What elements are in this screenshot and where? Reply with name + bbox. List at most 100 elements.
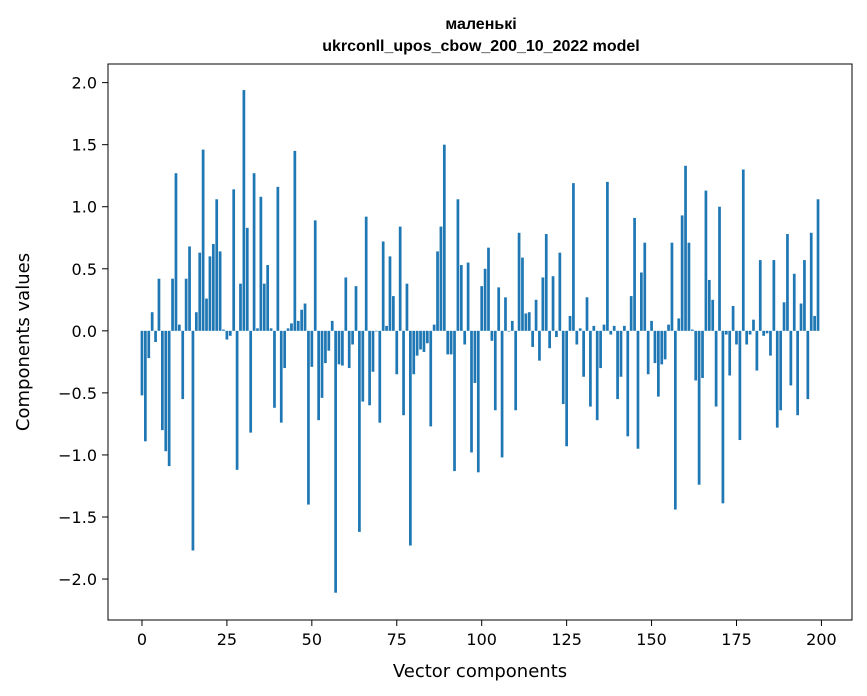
plot-frame [107, 63, 853, 621]
x-tick-label: 25 [217, 630, 237, 649]
bar-138 [609, 330, 613, 335]
bar-193 [796, 330, 799, 416]
bar-69 [375, 330, 378, 332]
bar-40 [276, 186, 280, 331]
y-tick-label: −1.5 [58, 508, 97, 527]
bar-194 [799, 303, 803, 331]
bar-57 [334, 330, 337, 593]
x-tick-label: 175 [721, 630, 752, 649]
bar-38 [269, 328, 273, 331]
bar-167 [707, 279, 711, 331]
bar-30 [242, 90, 246, 331]
bar-60 [344, 277, 348, 331]
bar-116 [534, 299, 538, 331]
bar-20 [208, 256, 212, 331]
bar-22 [215, 199, 219, 331]
bar-43 [286, 328, 290, 331]
bar-28 [235, 330, 239, 470]
bar-17 [198, 252, 202, 331]
bar-160 [684, 165, 687, 331]
bar-189 [782, 302, 786, 331]
bar-121 [551, 276, 555, 331]
bar-46 [296, 320, 300, 331]
bar-11 [177, 324, 181, 331]
y-tick-label: 2.0 [72, 74, 97, 93]
bar-187 [775, 330, 779, 428]
bar-112 [521, 257, 524, 331]
bar-175 [735, 330, 738, 345]
bar-31 [245, 227, 249, 331]
bar-126 [568, 315, 572, 331]
bar-61 [347, 330, 351, 369]
x-tick-label: 0 [137, 630, 147, 649]
bar-91 [449, 330, 453, 355]
bar-142 [623, 325, 626, 331]
bar-8 [167, 330, 171, 467]
bar-37 [266, 265, 270, 331]
bar-95 [463, 330, 467, 345]
bar-166 [704, 190, 708, 331]
bar-122 [555, 330, 558, 338]
bar-186 [772, 260, 776, 331]
bar-79 [409, 330, 412, 546]
x-axis-label: Vector components [393, 661, 567, 682]
bar-123 [558, 252, 562, 331]
x-tick-label: 150 [636, 630, 667, 649]
bar-198 [813, 315, 816, 331]
bar-59 [341, 330, 344, 366]
bar-168 [711, 299, 715, 331]
bar-32 [249, 330, 253, 433]
bar-86 [432, 324, 436, 331]
bar-157 [673, 330, 677, 510]
bar-115 [531, 330, 535, 347]
y-tick-label: 1.5 [72, 136, 97, 155]
bar-185 [769, 330, 772, 356]
bar-67 [368, 330, 371, 406]
bar-136 [602, 324, 606, 331]
bar-65 [361, 330, 365, 402]
bar-173 [728, 330, 732, 376]
bar-199 [816, 199, 820, 331]
bar-177 [741, 169, 745, 331]
bar-140 [616, 330, 619, 400]
bar-81 [415, 330, 419, 356]
x-tick-label: 75 [387, 630, 407, 649]
bar-70 [378, 330, 382, 423]
bar-73 [388, 256, 392, 331]
bar-100 [480, 286, 484, 331]
bar-97 [470, 330, 473, 453]
bar-119 [544, 234, 548, 331]
bar-52 [317, 330, 320, 421]
bar-56 [330, 320, 334, 331]
bar-156 [670, 242, 674, 331]
bar-111 [517, 232, 521, 331]
bar-29 [239, 283, 242, 331]
bar-5 [157, 278, 161, 331]
bar-163 [694, 330, 698, 381]
y-tick-label: −0.5 [58, 384, 97, 403]
bar-94 [459, 265, 463, 331]
bar-85 [429, 330, 433, 427]
bar-1 [144, 330, 147, 442]
y-tick-label: −2.0 [58, 570, 97, 589]
bar-180 [752, 319, 755, 331]
bar-128 [575, 330, 579, 345]
bar-164 [697, 330, 701, 485]
bar-190 [786, 234, 789, 331]
bar-23 [218, 251, 222, 331]
bar-12 [181, 330, 185, 400]
bar-21 [211, 243, 215, 331]
bar-101 [483, 268, 487, 331]
bar-54 [324, 330, 327, 364]
y-axis-label: Components values [13, 253, 34, 431]
bar-143 [626, 330, 630, 437]
bar-7 [164, 330, 168, 452]
bar-42 [283, 330, 287, 369]
bar-120 [548, 330, 551, 349]
bar-145 [633, 217, 636, 331]
bar-2 [147, 330, 151, 359]
bar-6 [161, 330, 164, 431]
bar-195 [803, 260, 806, 331]
bar-72 [385, 325, 388, 331]
